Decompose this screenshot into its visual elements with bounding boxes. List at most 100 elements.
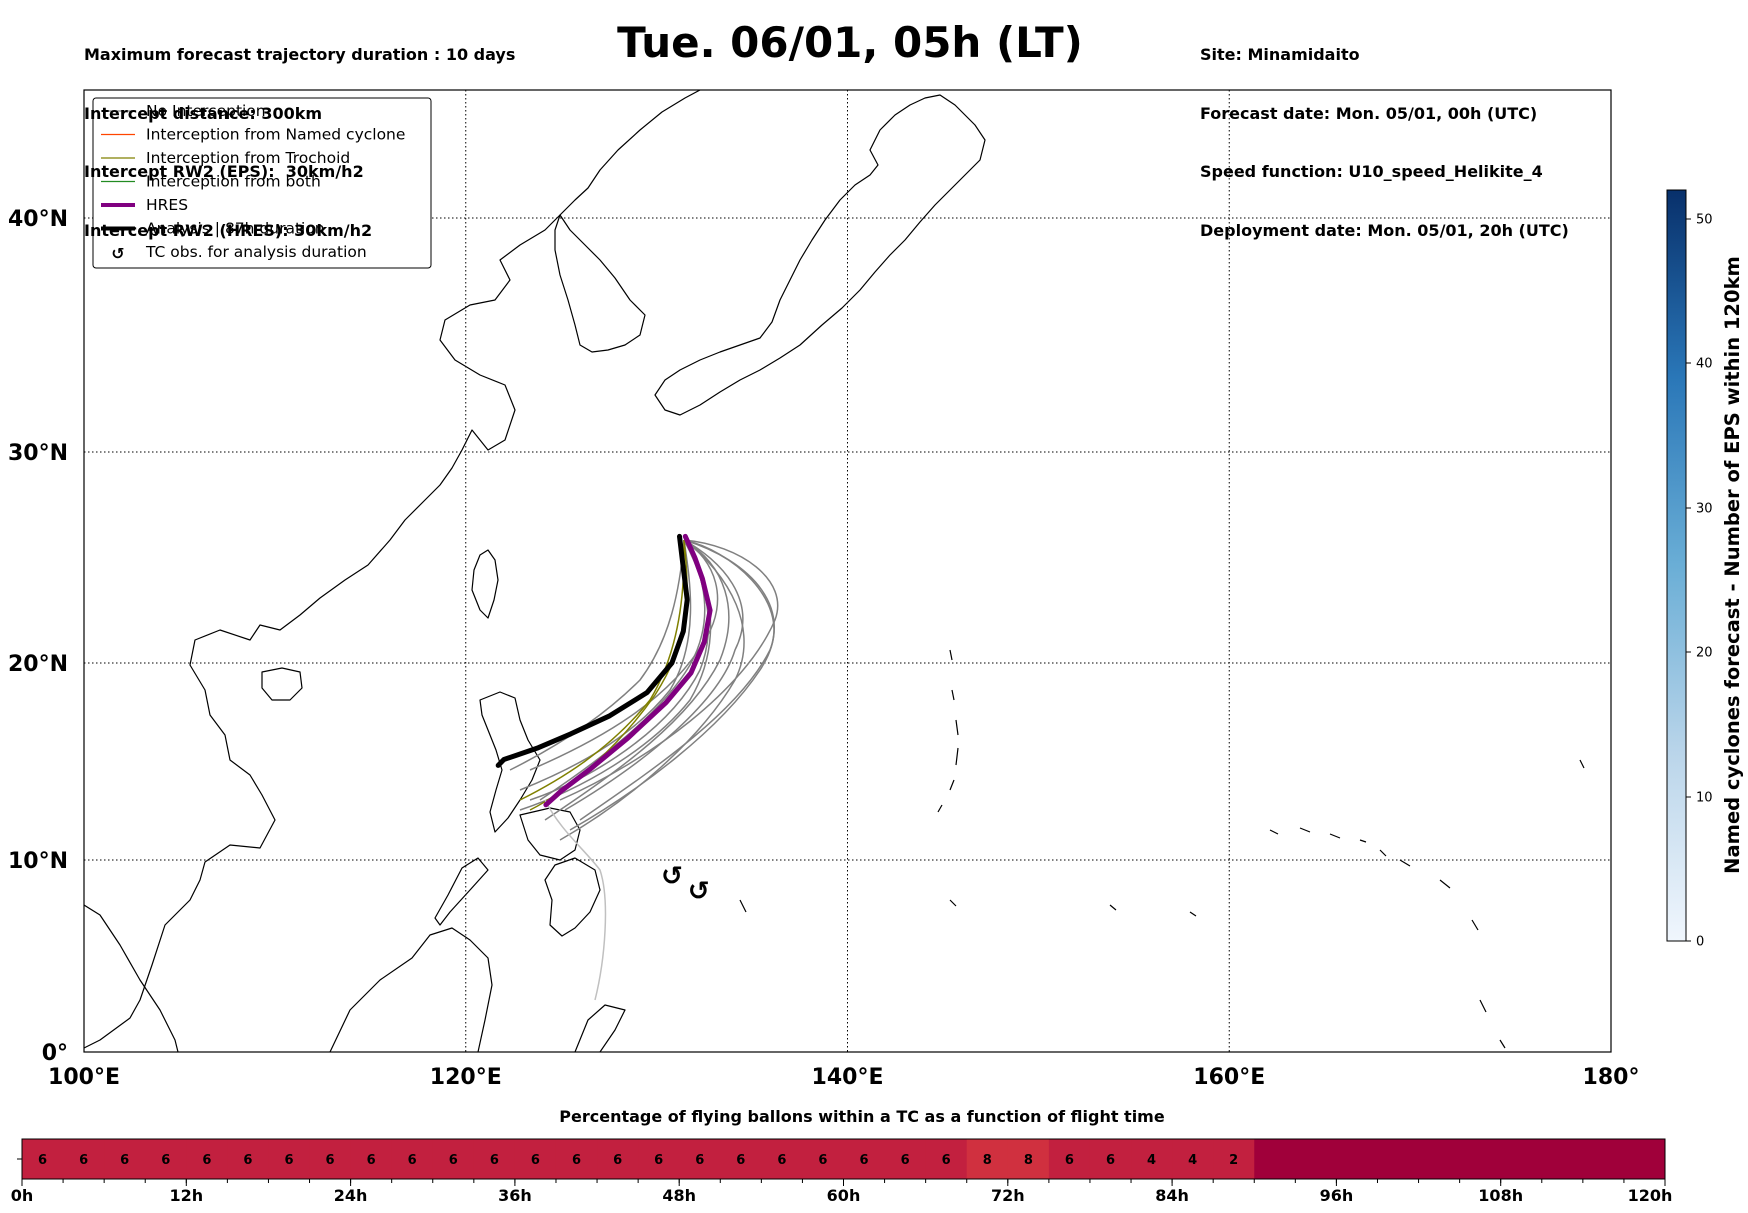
percentage-cell [555,1139,598,1179]
tc-obs-legend-icon: ↺ [111,244,124,263]
percentage-cell [432,1139,475,1179]
y-tick-label: 0° [42,1041,68,1066]
percentage-cell [1089,1139,1132,1179]
percentage-cell-label: 6 [490,1153,499,1168]
pct-bar-tick-label: 108h [1478,1186,1523,1205]
percentage-cell [1500,1139,1543,1179]
percentage-cell [638,1139,680,1179]
percentage-cell [1418,1139,1461,1179]
coastline-visayas [519,807,581,861]
colorbar-ticks: 0 10 20 30 40 50 [1686,213,1713,950]
coastline-mindanao [544,857,601,937]
percentage-cell [22,1139,64,1179]
coastline-korea [554,214,646,353]
percentage-cell-label: 6 [79,1153,88,1168]
header-left: Maximum forecast trajectory duration : 1… [84,6,515,260]
percentage-cell [473,1139,516,1179]
percentage-cell-label: 6 [818,1153,827,1168]
percentage-cell [884,1139,927,1179]
colorbar-tick-label: 20 [1696,646,1713,661]
tc-obs-marker: ↺ [661,861,683,891]
percentage-cell-label: 6 [531,1153,540,1168]
pct-bar-tick-label: 48h [662,1186,696,1205]
coastline-japan [654,94,986,416]
percentage-cell [925,1139,968,1179]
legend-item: Interception from Trochoid [101,149,350,167]
analysis-track [495,533,690,768]
percentage-cell [1048,1139,1091,1179]
coastline-palawan [434,857,489,926]
chart-title: Tue. 06/01, 05h (LT) [617,18,1083,67]
y-tick-label: 10°N [8,849,68,874]
legend-label: Analysis | 87h duration [146,220,325,238]
x-tick-label: 140°E [812,1065,884,1090]
colorbar-tick-label: 50 [1696,213,1713,228]
percentage-bar-xticks: 0h 12h 24h 36h 48h 60h 72h 84h 96h 108h … [11,1179,1673,1205]
header-right-line: Speed function: U10_speed_Helikite_4 [1200,162,1543,181]
percentage-cell-label: 6 [367,1153,376,1168]
percentage-cell [268,1139,311,1179]
percentage-cell [1336,1139,1378,1179]
y-tick-label: 30°N [8,441,68,466]
percentage-cell-label: 6 [1065,1153,1074,1168]
percentage-cell-label: 4 [1147,1153,1156,1168]
percentage-cell-label: 6 [449,1153,458,1168]
percentage-cell [145,1139,187,1179]
percentage-cell [350,1139,393,1179]
legend-item: No Interception [101,102,266,120]
percentage-cell [391,1139,434,1179]
eps-track [544,799,607,1001]
pct-bar-tick-label: 12h [169,1186,203,1205]
percentage-cell [843,1139,886,1179]
percentage-cell-label: 8 [983,1153,992,1168]
legend-label: Interception from Trochoid [146,149,350,167]
header-right-line: Site: Minamidaito [1200,45,1360,64]
legend-label: Interception from Named cyclone [146,126,405,144]
header-right-line: Forecast date: Mon. 05/01, 00h (UTC) [1200,103,1538,123]
legend-label: No Interception [146,102,266,120]
percentage-cell-label: 6 [695,1153,704,1168]
coastline-malay [84,904,179,1052]
percentage-cell-label: 6 [736,1153,745,1168]
percentage-cell [1007,1139,1050,1179]
pct-bar-tick-label: 36h [498,1186,532,1205]
eps-track [519,539,692,791]
percentage-cell-label: 6 [202,1153,211,1168]
header-left-line: Intercept RW2 (EPS): 30km/h2 [84,162,364,181]
legend-item: Analysis | 87h duration [101,220,325,238]
y-tick-label: 40°N [8,207,68,232]
header-left-line: Intercept RW2 (HRES): 30km/h2 [84,220,373,240]
percentage-cell-label: 6 [161,1153,170,1168]
hres-and-analysis [495,533,713,808]
coastline-asia-mainland [84,90,701,1049]
percentage-cell-label: 6 [901,1153,910,1168]
x-tick-label: 120°E [430,1065,502,1090]
percentage-cell-label: 6 [408,1153,417,1168]
x-tick-label: 180° [1583,1065,1640,1090]
percentage-cell-label: 6 [654,1153,663,1168]
legend-label: TC obs. for analysis duration [145,243,367,261]
percentage-cell [597,1139,639,1179]
coastline-taiwan [471,549,499,619]
colorbar: 0 10 20 30 40 50 Named cyclones forecast… [1666,189,1744,950]
colorbar-tick-label: 40 [1696,357,1713,372]
pct-bar-tick-label: 120h [1628,1186,1673,1205]
percentage-cell [1213,1139,1255,1179]
percentage-cell-label: 8 [1024,1153,1033,1168]
percentage-cell-label: 6 [1106,1153,1115,1168]
colorbar-tick-label: 10 [1696,791,1713,806]
percentage-cell [1254,1139,1296,1179]
percentage-bar: 6 6 6 6 6 6 6 6 6 6 6 6 6 6 6 6 6 6 6 6 6 6 6 8 8 6 6 4 4 2 [21,1139,1666,1183]
legend-label: HRES [146,196,188,214]
legend-item: HRES [101,196,188,214]
percentage-cell [309,1139,352,1179]
coastline-micronesia [739,759,1585,1049]
header-left-line: Intercept distance: 300km [84,103,323,123]
header-left-line: Maximum forecast trajectory duration : 1… [84,45,516,64]
hres-track [543,533,713,808]
percentage-cell [1459,1139,1502,1179]
eps-track [564,539,744,811]
percentage-cell [679,1139,721,1179]
eps-track [559,539,745,841]
